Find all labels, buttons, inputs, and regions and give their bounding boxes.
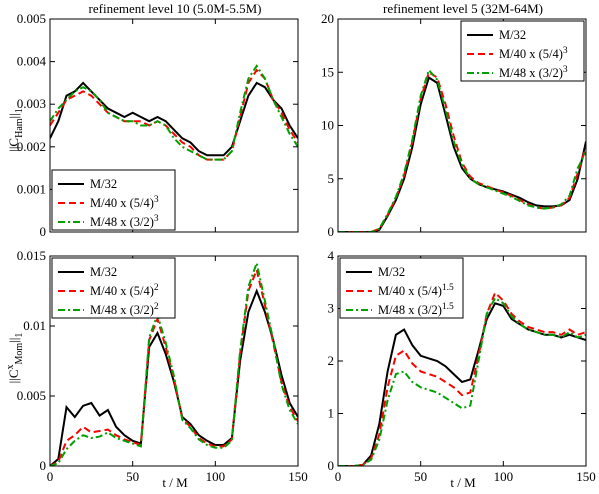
series-line-tl-1 (50, 68, 298, 161)
ytick-label-tr-2: 10 (321, 118, 334, 133)
legend-label-tl-2: M/48 x (3/2)3 (90, 214, 159, 229)
legend-bl: M/32 M/40 x (5/4)2 M/48 x (3/2)2 (51, 257, 176, 319)
legend-label-bl-0: M/32 (90, 265, 117, 279)
series-line-br-0 (338, 302, 586, 466)
panel-bl: 0 50 100 150 0 0.005 0.01 0.015 M/32 M/40 x (5/4)… (17, 248, 308, 484)
ytick-label-tl-5: 0.005 (17, 11, 46, 26)
legend-tr: M/32 M/40 x (5/4)3 M/48 x (3/2)3 (460, 20, 585, 82)
ytick-label-tr-3: 15 (321, 64, 334, 79)
series-line-tr-2 (338, 68, 586, 232)
svg-text:||CHam||1: ||CHam||1 (6, 108, 25, 152)
ytick-label-tr-4: 20 (321, 11, 334, 26)
ytick-label-bl-2: 0.01 (23, 318, 46, 333)
ytick-label-bl-0: 0 (40, 458, 47, 473)
xtick-label-br-50: 50 (414, 469, 427, 484)
axes-frame-tl (49, 18, 299, 233)
ytick-label-bl-1: 0.005 (17, 388, 46, 403)
ytick-label-tl-2: 0.002 (17, 139, 46, 154)
ytick-label-tl-4: 0.004 (17, 54, 47, 69)
xtick-label-bl-50: 50 (126, 469, 139, 484)
panel-tr: 0 5 10 15 20 M/32 M/40 x (5/4)3 M/48 x (3/2)3 (321, 11, 587, 239)
legend-label-br-1: M/40 x (5/4)1.5 (378, 283, 454, 298)
legend-box-tl (51, 169, 176, 231)
ytick-label-br-0: 0 (328, 458, 335, 473)
svg-text:||CxMom||1: ||CxMom||1 (5, 333, 25, 384)
ytick-label-br-1: 1 (328, 406, 335, 421)
panel-tl: 0 0.001 0.002 0.003 0.004 0.005 M/32 M/40 x (5/… (17, 11, 299, 239)
series-line-tl-2 (50, 64, 298, 161)
legend-label-bl-2: M/48 x (3/2)2 (90, 302, 159, 317)
xtick-label-br-0: 0 (335, 469, 342, 484)
xtick-label-br-100: 100 (494, 469, 514, 484)
xlabel-right: t / M (450, 475, 476, 490)
col-title-right: refinement level 5 (32M-64M) (383, 1, 543, 16)
panel-br: 0 50 100 150 0 1 2 3 4 M/32 M/40 x (5/4)1.5 M/48 x … (328, 248, 596, 484)
legend-br: M/32 M/40 x (5/4)1.5 M/48 x (3/2)1.5 (339, 257, 464, 319)
xtick-label-bl-100: 100 (206, 469, 226, 484)
series-line-bl-2 (50, 259, 298, 466)
axes-frame-bl (49, 255, 299, 467)
ytick-label-tr-0: 0 (328, 224, 335, 239)
legend-box-bl (51, 257, 176, 319)
legend-label-tr-0: M/32 (499, 28, 526, 42)
legend-box-br (339, 257, 464, 319)
xtick-label-bl-150: 150 (288, 469, 308, 484)
ytick-label-br-4: 4 (328, 248, 335, 263)
xtick-label-bl-0: 0 (47, 469, 54, 484)
ylabel-top: ||CHam||1 (6, 108, 25, 152)
legend-label-tr-2: M/48 x (3/2)3 (499, 65, 568, 80)
legend-label-br-0: M/32 (378, 265, 405, 279)
ytick-label-tl-0: 0 (40, 224, 47, 239)
ytick-label-br-3: 3 (328, 301, 335, 316)
legend-tl: M/32 M/40 x (5/4)3 M/48 x (3/2)3 (51, 169, 176, 231)
series-line-br-1 (338, 291, 586, 466)
ytick-label-tl-1: 0.001 (17, 181, 46, 196)
legend-label-tl-0: M/32 (90, 177, 117, 191)
legend-box-tr (460, 20, 585, 82)
ytick-label-tl-3: 0.003 (17, 96, 46, 111)
ytick-label-tr-1: 5 (328, 171, 335, 186)
ylabel-bottom: ||CxMom||1 (5, 333, 25, 384)
legend-label-br-2: M/48 x (3/2)1.5 (378, 302, 454, 317)
series-line-br-2 (338, 296, 586, 466)
legend-label-bl-1: M/40 x (5/4)2 (90, 283, 159, 298)
col-title-left: refinement level 10 (5.0M-5.5M) (89, 1, 262, 16)
series-line-tl-0 (50, 81, 298, 157)
xtick-label-br-150: 150 (576, 469, 596, 484)
ytick-label-bl-3: 0.015 (17, 248, 46, 263)
xlabel-left: t / M (162, 475, 188, 490)
legend-label-tl-1: M/40 x (5/4)3 (90, 195, 159, 210)
legend-label-tr-1: M/40 x (5/4)3 (499, 46, 568, 61)
panels: 0 0.001 0.002 0.003 0.004 0.005 M/32 M/40 x (5/… (17, 11, 596, 484)
ytick-label-br-2: 2 (328, 353, 335, 368)
